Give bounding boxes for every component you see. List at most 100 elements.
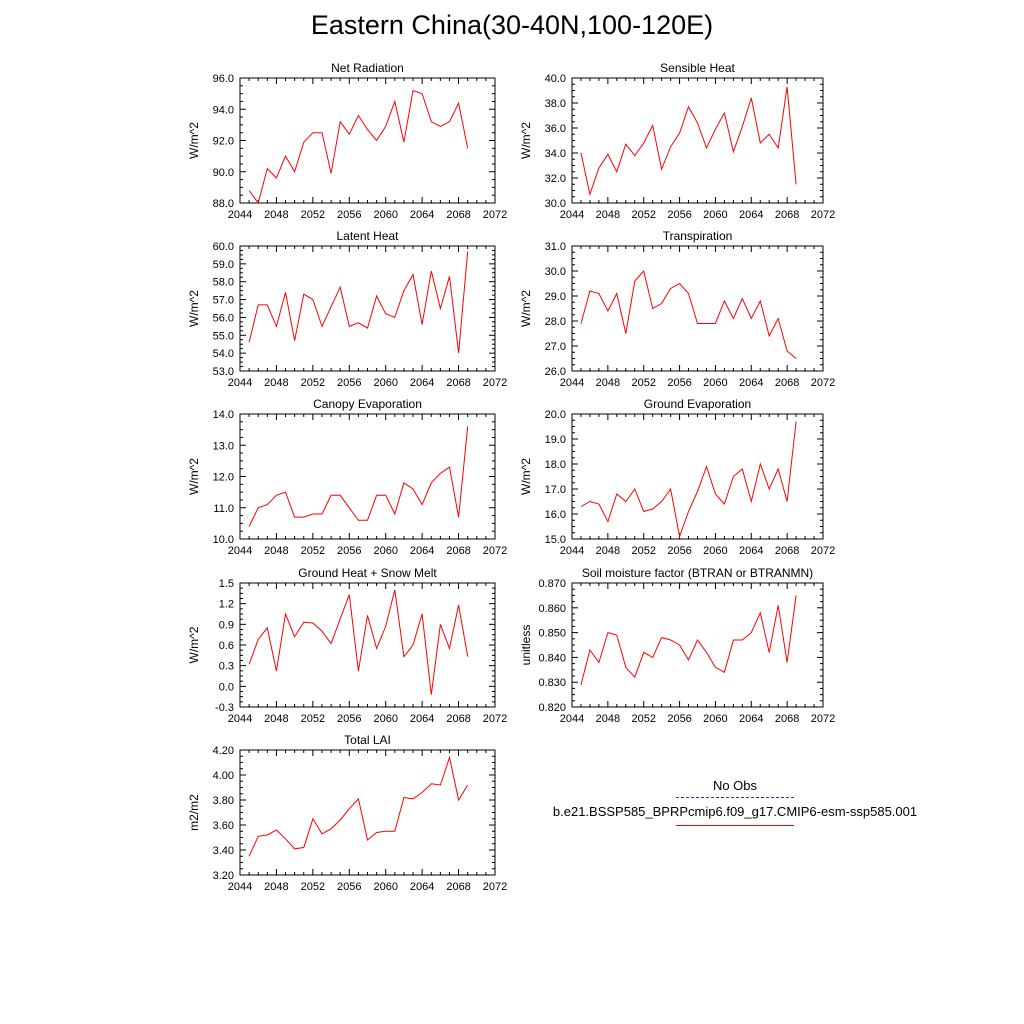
x-tick-label: 2044 <box>560 209 584 221</box>
y-axis-label: W/m^2 <box>187 626 201 663</box>
x-tick-label: 2064 <box>739 209 763 221</box>
y-tick-label: 28.0 <box>545 316 566 328</box>
y-tick-label: 0.820 <box>538 702 566 714</box>
y-tick-label: 11.0 <box>213 503 234 515</box>
x-tick-label: 2060 <box>703 713 727 725</box>
x-tick-label: 2056 <box>667 209 691 221</box>
y-tick-label: 3.40 <box>213 845 234 857</box>
x-tick-label: 2052 <box>301 545 325 557</box>
panel-3: Latent Heat W/m^2 2044 2048 2052 2056 2060 2064… <box>187 229 507 389</box>
y-tick-label: 19.0 <box>545 434 566 446</box>
x-tick-label: 2068 <box>446 713 470 725</box>
y-tick-label: 54.0 <box>213 348 234 360</box>
x-tick-label: 2060 <box>703 377 727 389</box>
panel-title: Ground Heat + Snow Melt <box>298 566 437 580</box>
x-tick-label: 2056 <box>337 545 361 557</box>
panel-frame <box>239 582 496 708</box>
series-line <box>248 89 469 205</box>
panel-6: Ground Evaporation W/m^2 2044 2048 2052 2056 2… <box>519 397 835 557</box>
y-tick-label: 36.0 <box>545 123 566 135</box>
panel-title: Total LAI <box>344 733 391 747</box>
x-tick-label: 2072 <box>811 545 835 557</box>
x-tick-label: 2060 <box>373 209 397 221</box>
panel-title: Sensible Heat <box>660 61 735 75</box>
x-tick-label: 2056 <box>667 545 691 557</box>
x-tick-label: 2056 <box>337 881 361 893</box>
y-tick-label: 1.2 <box>219 599 234 611</box>
x-tick-label: 2044 <box>560 545 584 557</box>
x-tick-label: 2072 <box>811 713 835 725</box>
y-tick-label: 20.0 <box>545 409 566 421</box>
y-tick-label: 16.0 <box>545 509 566 521</box>
x-tick-label: 2068 <box>775 713 799 725</box>
panel-title: Transpiration <box>663 229 733 243</box>
y-axis-label: unitless <box>519 625 533 666</box>
y-axis-label: W/m^2 <box>519 290 533 327</box>
y-tick-label: 10.0 <box>213 534 234 546</box>
panel-title: Soil moisture factor (BTRAN or BTRANMN) <box>582 566 813 580</box>
y-tick-label: 27.0 <box>545 341 566 353</box>
legend: No Obs b.e21.BSSP585_BPRPcmip6.f09_g17.C… <box>520 778 950 826</box>
y-tick-label: 0.830 <box>538 677 566 689</box>
panel-title: Latent Heat <box>336 229 399 243</box>
legend-entry-model: b.e21.BSSP585_BPRPcmip6.f09_g17.CMIP6-es… <box>520 804 950 826</box>
x-tick-label: 2060 <box>703 209 727 221</box>
y-axis-label: W/m^2 <box>519 458 533 495</box>
x-tick-label: 2064 <box>410 209 434 221</box>
y-tick-label: 26.0 <box>545 366 566 378</box>
y-axis-label: W/m^2 <box>187 458 201 495</box>
series-line <box>580 269 797 359</box>
x-tick-label: 2052 <box>631 545 655 557</box>
x-tick-label: 2052 <box>301 713 325 725</box>
x-tick-label: 2060 <box>373 545 397 557</box>
x-tick-label: 2056 <box>337 713 361 725</box>
x-tick-label: 2072 <box>811 377 835 389</box>
y-tick-label: 32.0 <box>545 173 566 185</box>
panel-frame <box>239 749 496 876</box>
y-tick-label: 0.6 <box>219 640 234 652</box>
x-tick-label: 2068 <box>775 377 799 389</box>
legend-entry-obs: No Obs <box>520 778 950 798</box>
y-axis-label: W/m^2 <box>519 122 533 159</box>
series-line <box>248 426 469 527</box>
y-tick-label: -0.3 <box>215 702 234 714</box>
y-tick-label: 58.0 <box>213 277 234 289</box>
x-tick-label: 2056 <box>337 377 361 389</box>
panel-title: Canopy Evaporation <box>313 397 422 411</box>
y-tick-label: 88.0 <box>213 198 234 210</box>
panel-frame <box>571 413 824 540</box>
x-tick-label: 2064 <box>739 713 763 725</box>
x-tick-label: 2056 <box>667 377 691 389</box>
y-tick-label: 31.0 <box>545 241 566 253</box>
panel-4: Transpiration W/m^2 2044 2048 2052 2056 2060 20… <box>519 229 835 389</box>
legend-label-obs: No Obs <box>712 778 758 793</box>
x-tick-label: 2064 <box>739 545 763 557</box>
x-tick-label: 2072 <box>483 209 507 221</box>
x-tick-label: 2064 <box>410 377 434 389</box>
series-line <box>580 421 797 539</box>
y-tick-label: 30.0 <box>545 266 566 278</box>
x-tick-label: 2052 <box>631 377 655 389</box>
y-tick-label: 29.0 <box>545 291 566 303</box>
series-line <box>248 251 469 354</box>
x-tick-label: 2044 <box>228 713 252 725</box>
y-tick-label: 34.0 <box>545 148 566 160</box>
x-tick-label: 2052 <box>631 713 655 725</box>
y-tick-label: 0.860 <box>538 603 566 615</box>
y-tick-label: 4.00 <box>213 770 234 782</box>
y-axis-label: W/m^2 <box>187 290 201 327</box>
x-tick-label: 2048 <box>596 545 620 557</box>
y-tick-label: 0.9 <box>219 619 234 631</box>
y-tick-label: 0.850 <box>538 628 566 640</box>
x-tick-label: 2068 <box>446 545 470 557</box>
y-tick-label: 0.840 <box>538 652 566 664</box>
panel-frame <box>571 582 824 708</box>
y-tick-label: 30.0 <box>545 198 566 210</box>
y-tick-label: 94.0 <box>213 104 234 116</box>
x-tick-label: 2072 <box>483 545 507 557</box>
x-tick-label: 2068 <box>446 209 470 221</box>
legend-line-obs <box>676 797 794 798</box>
x-tick-label: 2068 <box>446 377 470 389</box>
